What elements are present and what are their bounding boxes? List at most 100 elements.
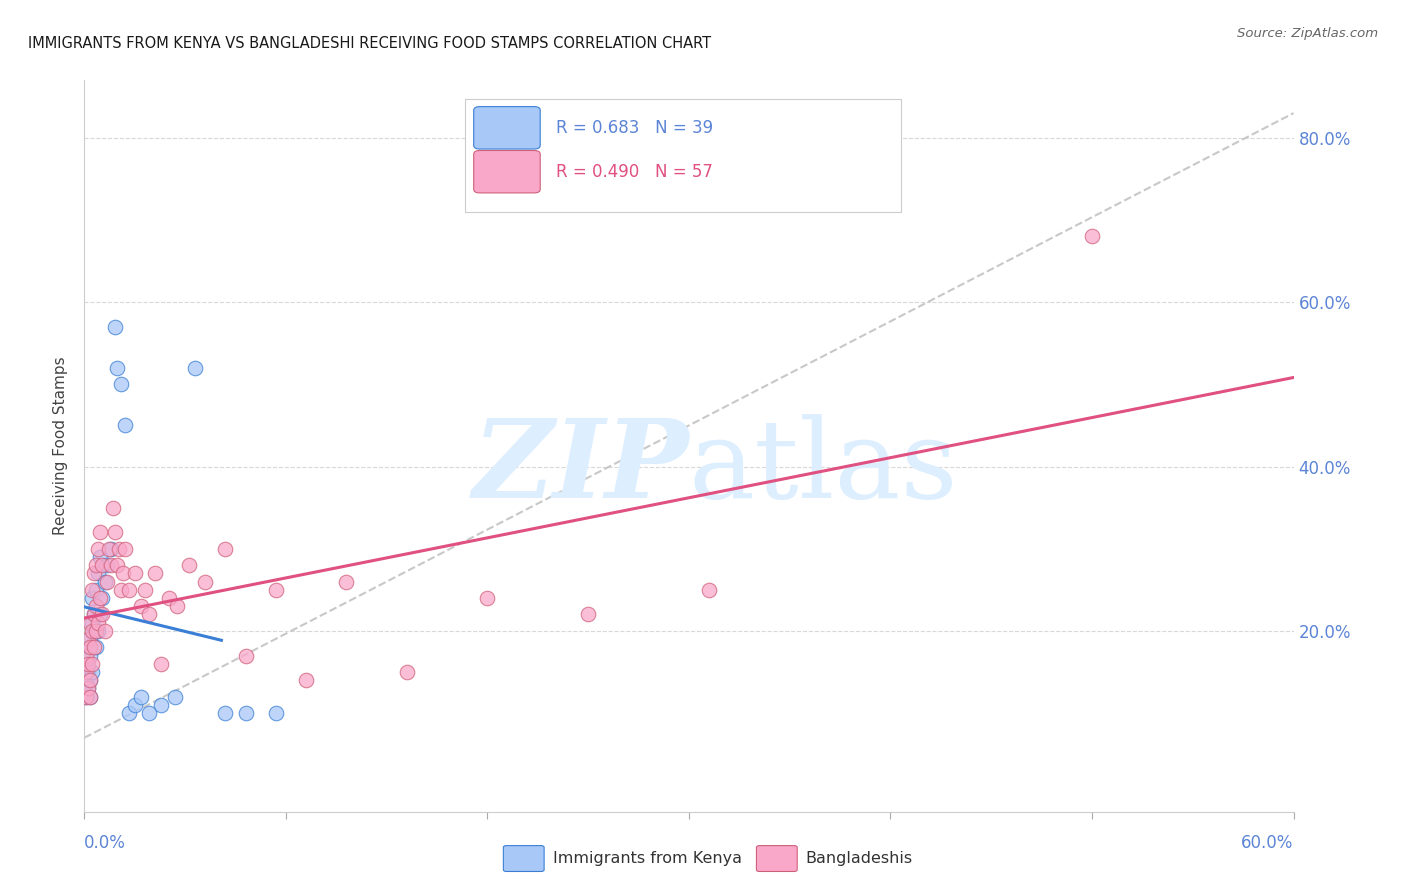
Point (83, 607, 105, 622)
Point (104, 319, 127, 334)
Point (91, 558, 114, 573)
Point (82, 657, 104, 671)
Point (75, 665, 97, 679)
Point (79, 673, 101, 688)
Point (124, 566, 146, 581)
Point (86, 640, 108, 655)
Point (75, 648, 97, 663)
Point (184, 360, 207, 375)
Text: IMMIGRANTS FROM KENYA VS BANGLADESHI RECEIVING FOOD STAMPS CORRELATION CHART: IMMIGRANTS FROM KENYA VS BANGLADESHI REC… (28, 36, 711, 51)
Point (157, 591, 180, 605)
Point (194, 574, 217, 589)
Text: atlas: atlas (689, 415, 959, 522)
Point (143, 566, 166, 581)
Point (93, 574, 115, 589)
Point (697, 582, 720, 597)
Point (395, 665, 418, 679)
Point (124, 698, 146, 712)
Point (100, 541, 122, 556)
Point (134, 582, 156, 597)
FancyBboxPatch shape (503, 846, 544, 871)
FancyBboxPatch shape (756, 846, 797, 871)
Point (477, 591, 499, 605)
FancyBboxPatch shape (474, 151, 540, 193)
Point (214, 541, 236, 556)
Point (83, 624, 105, 638)
Point (165, 690, 187, 704)
Point (87, 566, 110, 581)
Text: Source: ZipAtlas.com: Source: ZipAtlas.com (1237, 27, 1378, 40)
Text: R = 0.490   N = 57: R = 0.490 N = 57 (555, 162, 713, 181)
Text: ZIP: ZIP (472, 414, 689, 522)
Point (295, 673, 318, 688)
Point (110, 377, 132, 392)
Point (77, 657, 100, 671)
Point (77, 632, 100, 647)
Point (114, 541, 136, 556)
Point (86, 624, 108, 638)
FancyBboxPatch shape (465, 99, 901, 212)
Point (166, 599, 188, 614)
Point (111, 566, 134, 581)
Point (79, 640, 101, 655)
Point (129, 690, 152, 704)
Point (335, 574, 357, 589)
Point (83, 566, 105, 581)
Point (93, 624, 115, 638)
Point (75, 657, 97, 671)
Point (87, 624, 110, 638)
Point (75, 690, 97, 704)
FancyBboxPatch shape (474, 107, 540, 149)
Point (97, 541, 120, 556)
Point (89, 607, 111, 622)
Point (79, 648, 101, 663)
Point (87, 615, 110, 630)
Point (86, 558, 108, 573)
Point (264, 582, 287, 597)
Point (114, 418, 136, 433)
Point (86, 599, 108, 614)
Point (138, 607, 160, 622)
Point (82, 615, 104, 630)
Point (235, 706, 257, 720)
Point (77, 665, 100, 679)
Point (82, 591, 104, 605)
Text: 0.0%: 0.0% (84, 834, 127, 852)
Point (89, 591, 111, 605)
Point (83, 640, 105, 655)
Point (91, 591, 114, 605)
Point (82, 582, 104, 597)
Text: Bangladeshis: Bangladeshis (806, 851, 912, 866)
Point (149, 698, 172, 712)
Point (75, 673, 97, 688)
Text: R = 0.683   N = 39: R = 0.683 N = 39 (555, 119, 713, 136)
Point (576, 607, 599, 622)
Point (79, 673, 101, 688)
Point (79, 632, 101, 647)
Point (138, 706, 160, 720)
Point (77, 681, 100, 696)
Point (118, 706, 141, 720)
Point (235, 648, 257, 663)
Point (129, 599, 152, 614)
Point (89, 549, 111, 564)
Point (91, 607, 114, 622)
Point (105, 360, 128, 375)
Point (149, 657, 172, 671)
Point (83, 607, 105, 622)
Point (77, 640, 100, 655)
Text: Immigrants from Kenya: Immigrants from Kenya (553, 851, 741, 866)
Point (179, 558, 201, 573)
Y-axis label: Receiving Food Stamps: Receiving Food Stamps (53, 357, 69, 535)
Text: 60.0%: 60.0% (1241, 834, 1294, 852)
Point (89, 525, 111, 540)
Point (79, 690, 101, 704)
Point (86, 582, 108, 597)
Point (79, 690, 101, 704)
Point (214, 706, 236, 720)
Point (77, 681, 100, 696)
Point (264, 706, 287, 720)
Point (96, 558, 118, 573)
Point (110, 582, 132, 597)
Point (82, 624, 104, 638)
